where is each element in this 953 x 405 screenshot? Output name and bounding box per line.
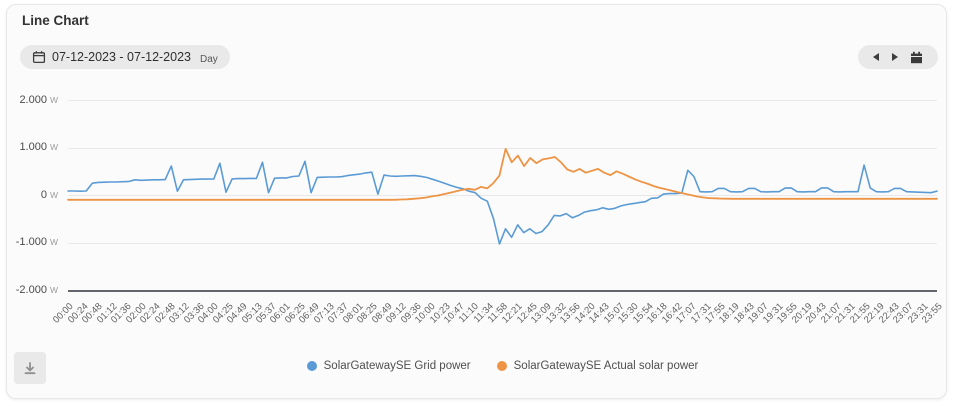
period-nav-group [858,45,938,69]
calendar-filled-icon [910,51,923,64]
date-range-button[interactable]: 07-12-2023 - 07-12-2023 Day [20,45,230,69]
legend-item-grid-power[interactable]: SolarGatewaySE Grid power [306,360,471,372]
page-title: Line Chart [22,13,89,28]
y-tick-label: -2.000 W [15,283,58,296]
chevron-right-icon [891,53,898,61]
legend-label-solar-power: SolarGatewaySE Actual solar power [513,360,699,372]
legend-dot-grid-power [306,361,317,371]
legend: SolarGatewaySE Grid power SolarGatewaySE… [68,360,937,372]
date-range-label: 07-12-2023 - 07-12-2023 [52,50,191,64]
legend-item-solar-power[interactable]: SolarGatewaySE Actual solar power [496,360,699,372]
y-tick-label: -1.000 W [15,236,58,248]
x-axis-line [68,289,937,292]
grid-line [68,147,937,149]
legend-label-grid-power: SolarGatewaySE Grid power [323,360,471,372]
calendar-today-button[interactable] [908,49,925,66]
download-chart-button[interactable] [14,352,46,384]
grid-line [68,195,937,196]
download-icon [22,360,38,376]
legend-dot-solar-power [496,361,507,371]
grid-line [68,242,937,244]
grid-line [68,100,937,101]
chevron-left-icon [872,53,879,61]
calendar-icon [32,50,46,64]
granularity-label: Day [200,54,218,65]
next-period-button[interactable] [890,51,900,63]
y-tick-label: 1.000 W [19,141,58,153]
prev-period-button[interactable] [871,51,881,63]
y-tick-label: 2.000 W [19,93,58,106]
